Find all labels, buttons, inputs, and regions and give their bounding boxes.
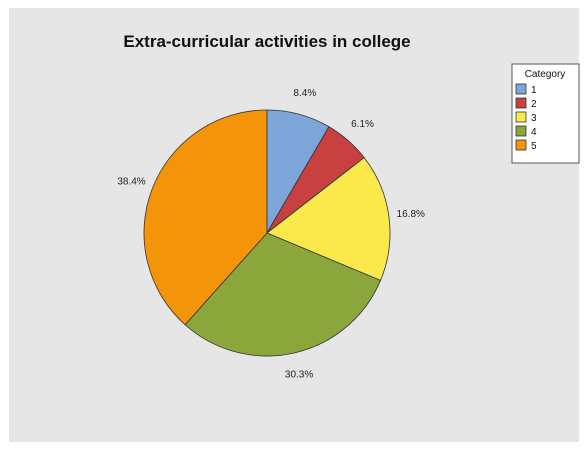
pie-slice-labels: 8.4% 6.1% 16.8% 30.3% 38.4% — [117, 88, 425, 380]
legend-swatch-4 — [515, 125, 527, 137]
slice-label-4: 30.3% — [285, 369, 313, 380]
legend-swatch-2 — [515, 97, 527, 109]
pie-slices — [143, 109, 391, 357]
pie-slice-4 — [184, 232, 382, 357]
legend-swatch-1 — [515, 83, 527, 95]
chart-title: Extra-curricular activities in college — [123, 32, 410, 51]
slice-label-2: 6.1% — [351, 119, 374, 130]
legend-label-4: 4 — [531, 127, 537, 138]
legend-swatch-3 — [515, 111, 527, 123]
legend-title: Category — [525, 69, 566, 80]
legend-label-3: 3 — [531, 113, 537, 124]
slice-label-1: 8.4% — [293, 88, 316, 99]
legend-label-5: 5 — [531, 141, 537, 152]
slice-label-3: 16.8% — [397, 209, 425, 220]
legend-swatch-5 — [515, 139, 527, 151]
legend-label-1: 1 — [531, 85, 537, 96]
legend-label-2: 2 — [531, 99, 537, 110]
slice-label-5: 38.4% — [117, 176, 145, 187]
pie-slice-5 — [143, 109, 268, 326]
pie-slice-3 — [266, 157, 391, 281]
legend: Category 1 2 3 4 5 — [511, 63, 580, 164]
legend-items: 1 2 3 4 5 — [515, 83, 537, 152]
